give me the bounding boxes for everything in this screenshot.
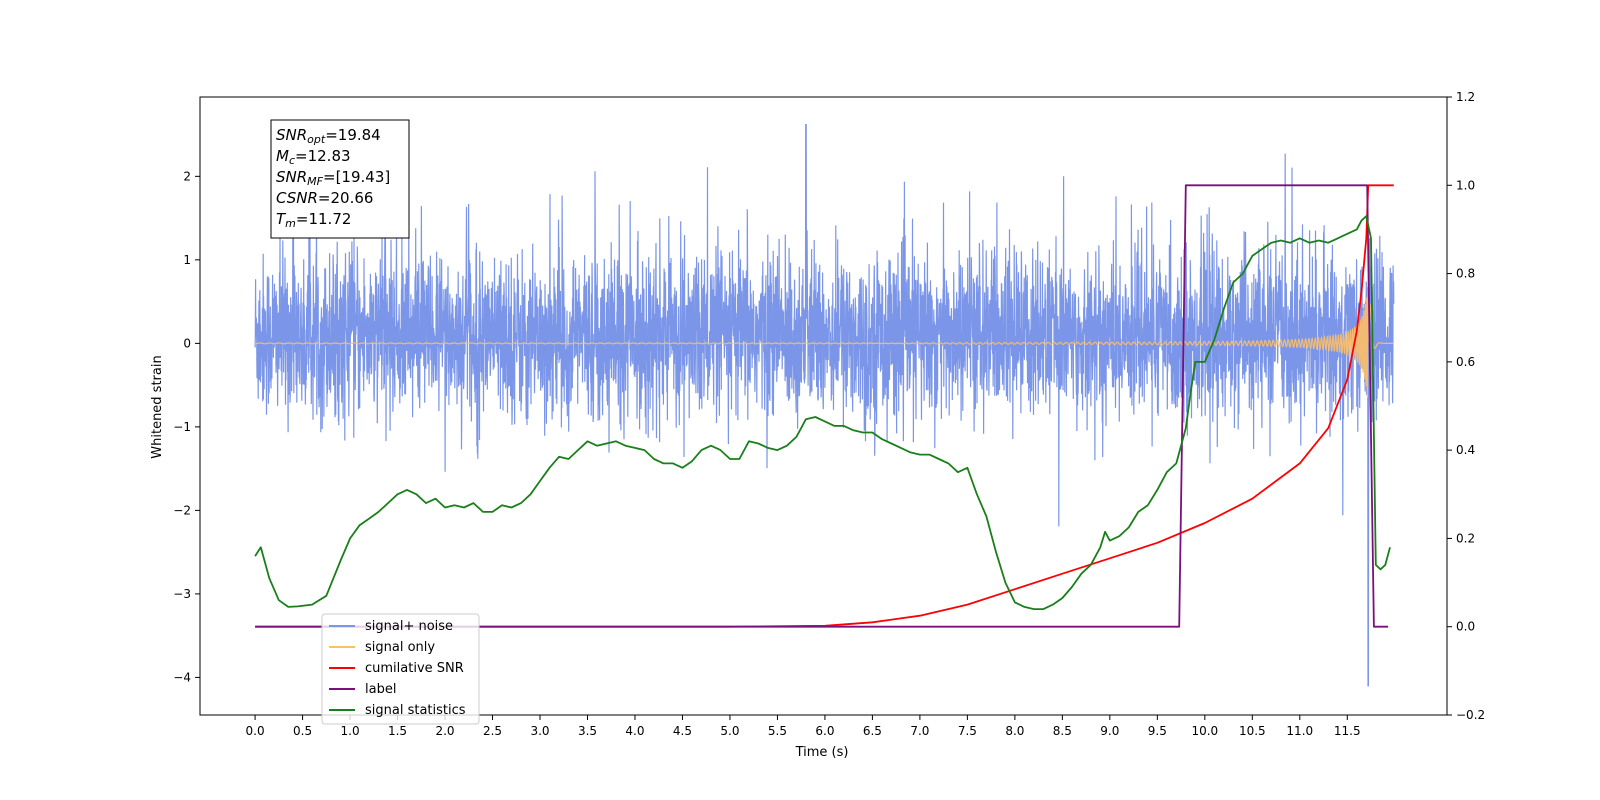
signal-only-line <box>255 283 1394 398</box>
x-tick-label: 8.5 <box>1053 724 1072 738</box>
y-left-tick-label: −3 <box>173 587 191 601</box>
info-box: SNRopt=19.84Mc=12.83SNRMF=[19.43]CSNR=20… <box>270 119 410 239</box>
x-tick-label: 6.5 <box>863 724 882 738</box>
x-tick-label: 10.5 <box>1239 724 1266 738</box>
x-tick-label: 11.0 <box>1286 724 1313 738</box>
y-left-tick-label: 1 <box>183 253 191 267</box>
y-right-tick-label: 0.6 <box>1456 355 1475 369</box>
x-tick-label: 7.0 <box>910 724 929 738</box>
legend-label: label <box>365 682 396 697</box>
x-tick-label: 0.5 <box>293 724 312 738</box>
y-left-tick-label: −1 <box>173 420 191 434</box>
y-right-tick-label: 0.8 <box>1456 267 1475 281</box>
signal-statistics-line <box>254 215 1391 610</box>
y-right-tick-label: 1.2 <box>1456 90 1475 104</box>
info-box-line: Mc=12.83 <box>276 147 351 167</box>
x-tick-label: 8.0 <box>1005 724 1024 738</box>
y-right-tick-label: 0.4 <box>1456 443 1475 457</box>
x-tick-label: 2.5 <box>483 724 502 738</box>
x-tick-label: 11.5 <box>1334 724 1361 738</box>
y-axis-right: 1.2 1.0 0.8 0.6 0.4 0.2 0.0 −0.2 <box>1447 90 1485 722</box>
signal-noise-line <box>254 123 1395 687</box>
info-box-line: SNRopt=19.84 <box>276 126 381 146</box>
label-line <box>255 184 1389 628</box>
x-tick-label: 10.0 <box>1191 724 1218 738</box>
x-tick-label: 5.5 <box>768 724 787 738</box>
x-tick-label: 3.5 <box>578 724 597 738</box>
legend-label: signal only <box>365 640 435 655</box>
x-tick-label: 3.0 <box>530 724 549 738</box>
plot-frame <box>199 96 1448 716</box>
x-tick-label: 1.0 <box>341 724 360 738</box>
x-tick-label: 9.5 <box>1148 724 1167 738</box>
x-axis: 0.0 0.5 1.0 1.5 2.0 2.5 3.0 3.5 4.0 4.5 5.0 5.5 6.0 6… <box>246 715 1361 738</box>
x-tick-label: 2.0 <box>435 724 454 738</box>
legend-frame <box>321 613 480 725</box>
y-left-tick-label: −2 <box>173 503 191 517</box>
y-left-tick-label: 2 <box>183 169 191 183</box>
y-axis-left: 2 1 0 −1 −2 −3 −4 <box>173 169 200 684</box>
x-tick-label: 6.0 <box>815 724 834 738</box>
x-tick-label: 4.5 <box>673 724 692 738</box>
legend: signal+ noise signal only cumilative SNR la… <box>321 613 480 725</box>
x-tick-label: 9.0 <box>1100 724 1119 738</box>
x-axis-label: Time (s) <box>795 745 849 760</box>
y-right-tick-label: 0.0 <box>1456 620 1475 634</box>
info-box-line: Tm=11.72 <box>276 210 351 230</box>
info-box-frame <box>270 119 410 239</box>
legend-label: signal statistics <box>365 703 466 718</box>
x-tick-label: 7.5 <box>958 724 977 738</box>
y-left-tick-label: 0 <box>183 336 191 350</box>
x-tick-label: 0.0 <box>246 724 265 738</box>
legend-label: cumilative SNR <box>365 661 464 676</box>
info-box-line: SNRMF=[19.43] <box>276 168 390 188</box>
y-right-tick-label: 1.0 <box>1456 178 1475 192</box>
series-layer <box>254 123 1395 687</box>
legend-label: signal+ noise <box>365 619 453 634</box>
y-right-tick-label: 0.2 <box>1456 531 1475 545</box>
x-tick-label: 5.0 <box>720 724 739 738</box>
x-tick-label: 4.0 <box>625 724 644 738</box>
y-axis-label: Whitened strain <box>150 355 165 458</box>
y-left-tick-label: −4 <box>173 670 191 684</box>
y-right-tick-label: −0.2 <box>1456 708 1485 722</box>
x-tick-label: 1.5 <box>388 724 407 738</box>
info-box-line: CSNR=20.66 <box>276 189 373 207</box>
